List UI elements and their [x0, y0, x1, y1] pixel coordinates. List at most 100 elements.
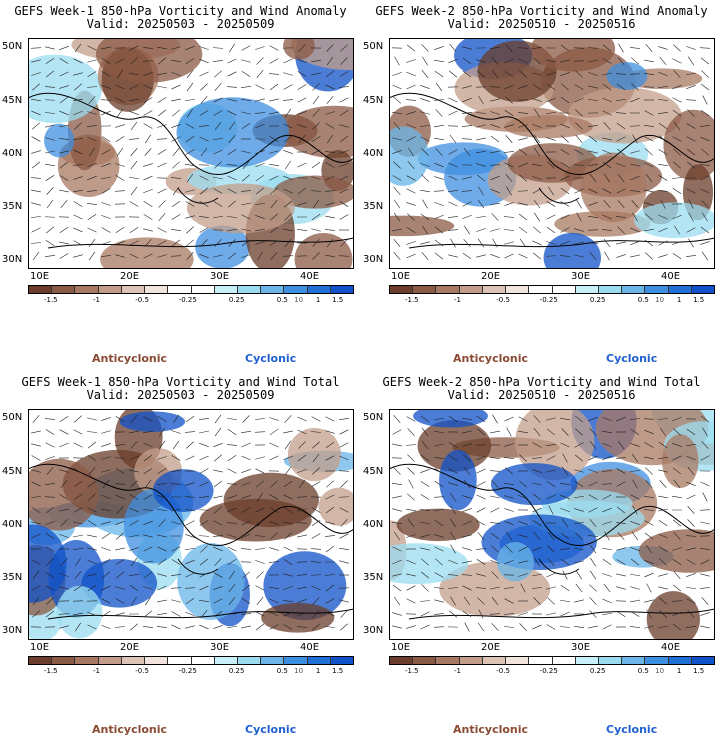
- wind-vector: [475, 587, 487, 589]
- anticyclonic-label: Anticyclonic: [453, 352, 529, 365]
- wind-vector: [392, 72, 402, 76]
- wind-vector: [101, 188, 111, 194]
- wind-vector: [200, 239, 208, 247]
- wind-vector: [448, 610, 458, 618]
- wind-vector: [73, 72, 83, 76]
- wind-vector: [157, 254, 167, 258]
- wind-vector: [476, 150, 486, 154]
- wind-vector: [282, 255, 294, 257]
- wind-vector: [270, 480, 278, 488]
- wind-vector: [616, 573, 626, 577]
- wind-vector: [213, 97, 223, 103]
- wind-vector: [434, 124, 444, 128]
- wind-vector: [255, 417, 265, 421]
- wind-vector: [657, 418, 669, 420]
- wind-vector: [546, 417, 556, 421]
- map-frame: [28, 38, 354, 269]
- wind-vector: [504, 495, 514, 499]
- wind-vector: [129, 111, 139, 115]
- wind-vector: [60, 558, 68, 566]
- wind-vector: [340, 519, 348, 527]
- wind-vector: [254, 203, 266, 205]
- wind-vector: [87, 454, 97, 462]
- wind-vector: [284, 466, 292, 476]
- colorbar-swatch: [598, 286, 623, 293]
- wind-vector: [504, 216, 514, 218]
- wind-vector: [589, 173, 597, 183]
- wind-vector: [143, 201, 153, 207]
- wind-vector: [185, 201, 195, 207]
- vorticity-region: [580, 152, 647, 223]
- wind-vector: [283, 546, 293, 552]
- wind-vector: [268, 561, 280, 563]
- wind-vector: [311, 149, 321, 155]
- wind-vector: [450, 505, 456, 515]
- vorticity-region: [28, 458, 99, 531]
- wind-vector: [575, 570, 583, 580]
- wind-vector: [631, 83, 639, 91]
- wind-vector: [489, 457, 501, 459]
- wind-vector: [560, 241, 570, 245]
- wind-vector: [658, 122, 668, 130]
- wind-vector: [476, 573, 486, 577]
- wind-vector: [312, 199, 320, 209]
- wind-vector: [45, 70, 55, 78]
- vorticity-region: [530, 38, 616, 72]
- wind-vector: [212, 535, 224, 537]
- wind-vector: [87, 227, 97, 233]
- wind-vector: [199, 46, 209, 50]
- wind-vector: [491, 480, 499, 488]
- wind-vector: [490, 507, 500, 513]
- lon-label: 30E: [210, 642, 230, 653]
- wind-vector: [420, 481, 430, 487]
- wind-vector: [448, 559, 458, 565]
- wind-vector: [157, 227, 167, 233]
- wind-vector: [547, 597, 555, 605]
- wind-vector: [518, 612, 528, 616]
- wind-vector: [227, 534, 237, 538]
- wind-vector: [658, 519, 668, 527]
- wind-vector: [241, 45, 251, 51]
- wind-vector: [30, 177, 42, 179]
- wind-vector: [31, 533, 41, 539]
- wind-vector: [255, 98, 265, 102]
- wind-vector: [283, 175, 293, 181]
- wind-vector: [87, 611, 97, 617]
- wind-vector: [546, 214, 556, 220]
- wind-vector: [198, 535, 210, 537]
- wind-vector: [393, 212, 401, 222]
- wind-vector: [602, 494, 612, 500]
- wind-vector: [701, 148, 709, 156]
- wind-vector: [602, 598, 612, 604]
- wind-vector: [31, 469, 41, 473]
- colorbar-swatch: [645, 657, 669, 664]
- wind-vector: [242, 415, 250, 423]
- lat-label: 30N: [2, 254, 23, 265]
- wind-vector: [256, 69, 264, 79]
- vorticity-map: [28, 38, 354, 269]
- wind-vector: [240, 99, 252, 101]
- wind-vector: [158, 200, 166, 208]
- wind-vector: [462, 430, 472, 434]
- wind-vector: [476, 507, 486, 513]
- wind-vector: [617, 532, 625, 540]
- wind-vector: [702, 427, 708, 437]
- wind-vector: [394, 56, 400, 66]
- colorbar-swatch: [121, 286, 146, 293]
- wind-vector: [59, 625, 69, 629]
- wind-vector: [101, 456, 111, 460]
- wind-vector: [45, 521, 55, 525]
- wind-vector: [574, 149, 584, 155]
- wind-vector: [658, 227, 668, 233]
- wind-vector: [559, 626, 571, 628]
- wind-vector: [213, 469, 223, 473]
- wind-vector: [101, 58, 111, 64]
- wind-vector: [324, 229, 336, 231]
- wind-vector: [602, 110, 612, 116]
- wind-vector: [87, 136, 97, 142]
- wind-vector: [214, 121, 222, 131]
- wind-vector: [185, 215, 195, 219]
- wind-vector: [700, 481, 710, 487]
- wind-vector: [87, 175, 97, 181]
- wind-vector: [143, 97, 153, 103]
